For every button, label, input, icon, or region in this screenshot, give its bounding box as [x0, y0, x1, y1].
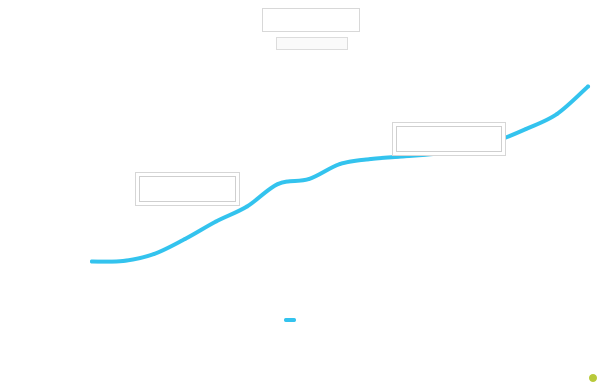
data-point: [90, 259, 94, 264]
data-point: [214, 219, 218, 224]
chart-subtitle: [276, 37, 348, 50]
chart-title: [262, 8, 360, 32]
legend-swatch: [284, 318, 296, 322]
data-point: [400, 154, 404, 159]
data-point: [431, 152, 435, 156]
data-point: [245, 204, 249, 209]
data-point: [524, 127, 528, 131]
data-point: [183, 237, 187, 241]
data-point: [307, 177, 311, 181]
data-point: [555, 112, 559, 116]
legend[interactable]: [284, 313, 354, 327]
data-point: [586, 84, 590, 89]
chart-credits[interactable]: [360, 376, 588, 386]
data-point: [152, 252, 156, 256]
data-point: [276, 182, 280, 186]
annotation-box-1: [139, 176, 236, 202]
series-line: [90, 84, 590, 264]
series-layer: [90, 84, 590, 264]
data-point: [369, 157, 373, 161]
y-axis-label: [31, 87, 45, 227]
annotation-box-2: [396, 126, 502, 152]
data-point: [338, 162, 342, 166]
data-point: [121, 259, 125, 263]
logo-icon: [589, 374, 597, 382]
